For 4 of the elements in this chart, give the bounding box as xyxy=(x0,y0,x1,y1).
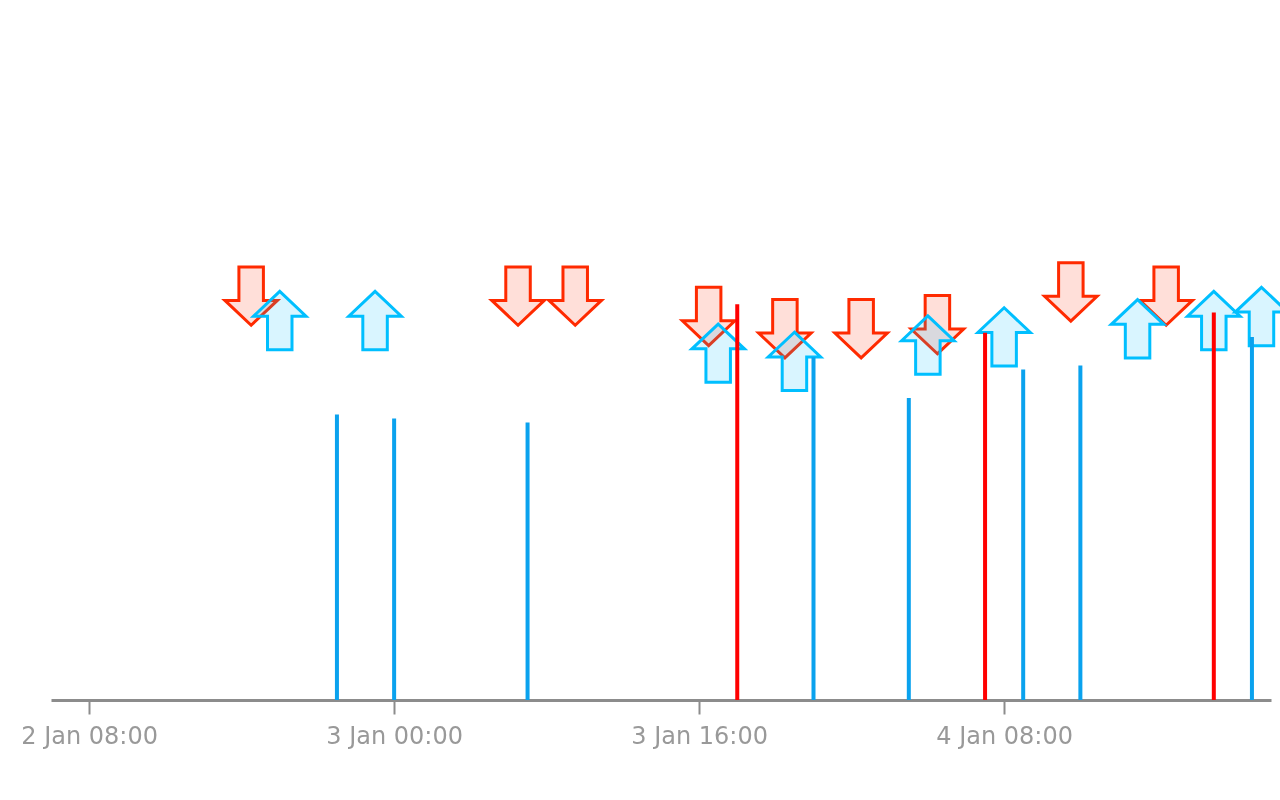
x-tick-label: 2 Jan 08:00 xyxy=(21,721,158,750)
x-tick-label: 3 Jan 00:00 xyxy=(326,721,463,750)
x-tick-label: 3 Jan 16:00 xyxy=(631,721,768,750)
x-tick-label: 4 Jan 08:00 xyxy=(936,721,1073,750)
